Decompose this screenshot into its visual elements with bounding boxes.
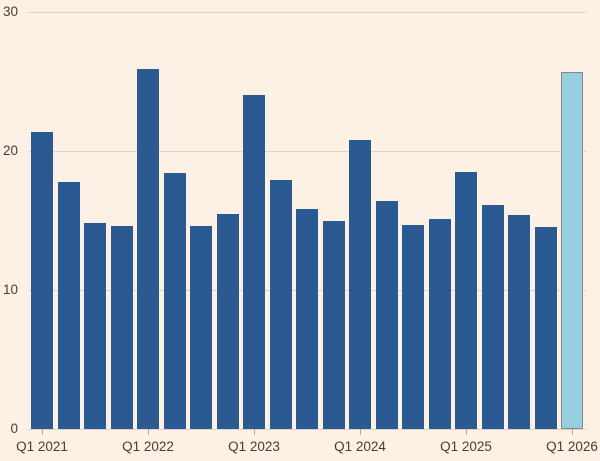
bar-q4-2025 xyxy=(534,227,557,429)
bar-q4-2022 xyxy=(216,213,239,429)
x-axis-tick-label-q1-2023: Q1 2023 xyxy=(228,439,280,454)
x-axis-tick-q1-2023 xyxy=(254,429,255,435)
bar-q1-2025 xyxy=(455,171,477,429)
bar-q2-2021 xyxy=(57,181,80,429)
bar-q4-2023 xyxy=(322,220,345,429)
x-axis-tick-label-q1-2026: Q1 2026 xyxy=(546,439,598,454)
x-axis-tick-label-q1-2025: Q1 2025 xyxy=(440,439,492,454)
gridline-30 xyxy=(28,12,586,13)
x-axis-tick-label-q1-2021: Q1 2021 xyxy=(16,439,68,454)
x-axis-tick-label-q1-2024: Q1 2024 xyxy=(334,439,386,454)
bar-q1-2021 xyxy=(31,131,53,429)
bar-q4-2021 xyxy=(110,226,133,429)
gridline-20 xyxy=(28,151,586,152)
bar-q3-2022 xyxy=(190,226,212,429)
x-axis-tick-q1-2025 xyxy=(466,429,467,435)
bar-q1-2022 xyxy=(137,68,159,429)
x-axis-tick-q1-2021 xyxy=(42,429,43,435)
x-axis-tick-q1-2022 xyxy=(148,429,149,435)
y-axis-tick-label-20: 20 xyxy=(2,143,18,158)
y-axis-tick-label-0: 0 xyxy=(10,421,18,436)
y-axis-tick-label-30: 30 xyxy=(2,4,18,19)
y-axis-tick-label-10: 10 xyxy=(2,282,18,297)
x-axis-tick-q1-2024 xyxy=(360,429,361,435)
bar-q2-2024 xyxy=(375,201,398,429)
bar-q3-2025 xyxy=(508,214,530,429)
bar-q2-2025 xyxy=(481,205,504,429)
x-axis-tick-q1-2026 xyxy=(572,429,573,435)
bar-q2-2022 xyxy=(163,173,186,429)
bar-q3-2024 xyxy=(402,224,424,429)
bar-q3-2021 xyxy=(84,223,106,429)
x-axis-tick-label-q1-2022: Q1 2022 xyxy=(122,439,174,454)
bar-highlighted-q1-2026 xyxy=(561,71,583,429)
x-axis-line xyxy=(28,429,586,430)
bar-q3-2023 xyxy=(296,209,318,429)
bar-q1-2024 xyxy=(349,139,371,429)
bar-q4-2024 xyxy=(428,219,451,429)
bar-q1-2023 xyxy=(243,95,265,429)
bar-q2-2023 xyxy=(269,180,292,429)
